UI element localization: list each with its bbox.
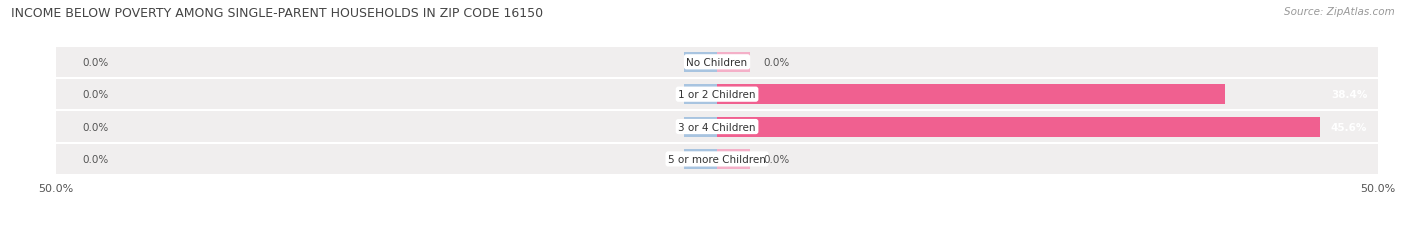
Bar	[717, 52, 751, 73]
Text: 3 or 4 Children: 3 or 4 Children	[678, 122, 756, 132]
Text: INCOME BELOW POVERTY AMONG SINGLE-PARENT HOUSEHOLDS IN ZIP CODE 16150: INCOME BELOW POVERTY AMONG SINGLE-PARENT…	[11, 7, 543, 20]
Bar	[56, 112, 1378, 142]
Text: 0.0%: 0.0%	[83, 90, 108, 100]
Bar	[717, 117, 1320, 137]
Text: 1 or 2 Children: 1 or 2 Children	[678, 90, 756, 100]
Text: Source: ZipAtlas.com: Source: ZipAtlas.com	[1284, 7, 1395, 17]
Bar	[685, 149, 717, 169]
Text: 0.0%: 0.0%	[763, 154, 790, 164]
Bar	[685, 52, 717, 73]
Text: 0.0%: 0.0%	[83, 154, 108, 164]
Bar	[717, 85, 1225, 105]
Text: 5 or more Children: 5 or more Children	[668, 154, 766, 164]
Text: 0.0%: 0.0%	[83, 122, 108, 132]
Bar	[56, 80, 1378, 110]
Text: 38.4%: 38.4%	[1331, 90, 1367, 100]
Bar	[685, 85, 717, 105]
Bar	[717, 149, 751, 169]
Text: 45.6%: 45.6%	[1331, 122, 1367, 132]
Bar	[56, 144, 1378, 174]
Text: 0.0%: 0.0%	[83, 58, 108, 67]
Text: No Children: No Children	[686, 58, 748, 67]
Text: 0.0%: 0.0%	[763, 58, 790, 67]
Bar	[56, 47, 1378, 78]
Bar	[685, 117, 717, 137]
